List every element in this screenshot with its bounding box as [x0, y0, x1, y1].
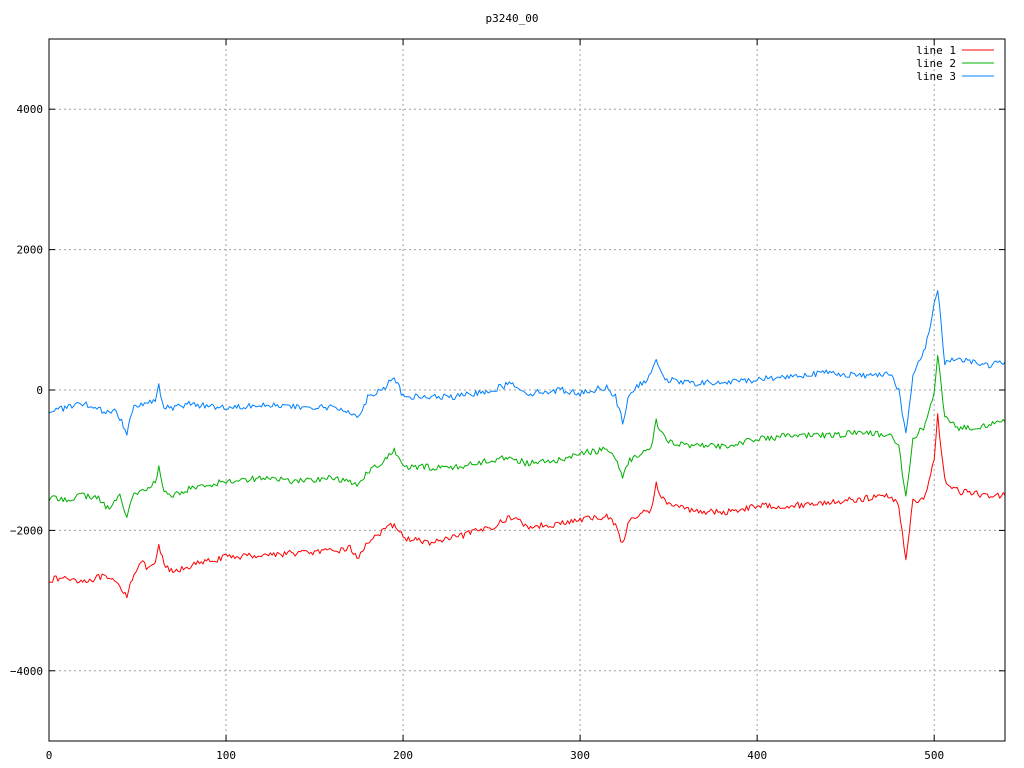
legend-label: line 1 [916, 44, 956, 57]
x-tick-label: 200 [393, 749, 413, 762]
x-tick-label: 500 [924, 749, 944, 762]
x-tick-label: 0 [46, 749, 53, 762]
y-tick-label: −4000 [10, 665, 43, 678]
ticks: 0 100 200 300 400 500 −4000 −2000 0 2000 4000 [10, 39, 1005, 762]
y-tick-label: 0 [36, 384, 43, 397]
grid [49, 39, 1005, 741]
legend-label: line 3 [916, 70, 956, 83]
x-tick-label: 400 [747, 749, 767, 762]
series-line-1 [48, 413, 1006, 599]
series-line-2 [48, 355, 1006, 518]
y-tick-label: −2000 [10, 524, 43, 537]
y-tick-label: 2000 [17, 244, 44, 257]
series-line-3 [48, 290, 1006, 436]
x-tick-label: 300 [570, 749, 590, 762]
chart-title: p3240_00 [486, 12, 539, 25]
x-tick-label: 100 [216, 749, 236, 762]
y-tick-label: 4000 [17, 103, 44, 116]
series-group [48, 290, 1006, 599]
legend-label: line 2 [916, 57, 956, 70]
plot-frame [48, 38, 1006, 742]
